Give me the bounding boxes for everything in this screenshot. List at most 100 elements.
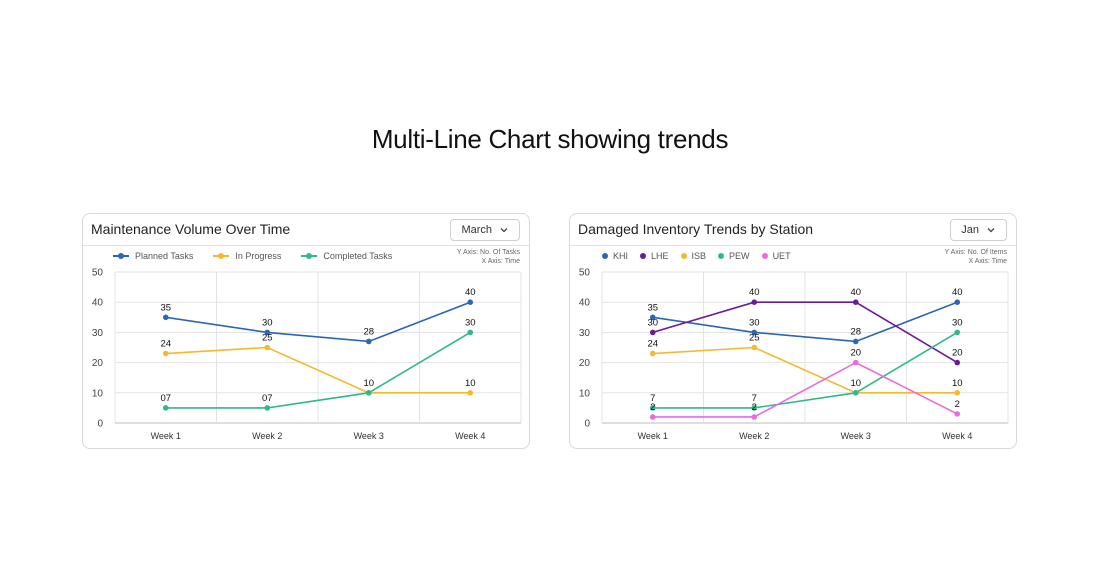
data-point bbox=[467, 299, 474, 305]
data-label: 40 bbox=[850, 287, 861, 298]
legend-item-in-progress: In Progress bbox=[213, 251, 281, 261]
y-tick-label: 40 bbox=[579, 298, 591, 309]
data-label: 30 bbox=[647, 317, 658, 328]
month-dropdown[interactable]: March bbox=[450, 219, 520, 241]
x-tick-label: Week 3 bbox=[841, 431, 871, 441]
y-tick-label: 50 bbox=[579, 268, 591, 279]
series-line bbox=[165, 301, 471, 343]
data-label: 07 bbox=[262, 393, 273, 404]
legend-label: In Progress bbox=[235, 251, 282, 261]
series-line bbox=[652, 331, 958, 409]
series-line bbox=[165, 346, 471, 394]
legend-swatch bbox=[213, 252, 230, 260]
x-tick-label: Week 1 bbox=[638, 431, 668, 441]
data-label: 10 bbox=[363, 378, 374, 389]
x-tick-label: Week 4 bbox=[942, 431, 972, 441]
data-label: 28 bbox=[363, 326, 374, 337]
data-label: 35 bbox=[160, 302, 171, 313]
data-label: 20 bbox=[952, 348, 963, 359]
data-label: 30 bbox=[262, 317, 273, 328]
data-point bbox=[852, 299, 859, 305]
y-tick-label: 30 bbox=[579, 328, 591, 339]
y-tick-label: 20 bbox=[92, 358, 104, 369]
data-label: 10 bbox=[850, 378, 861, 389]
dropdown-value: Jan bbox=[961, 224, 979, 236]
data-point bbox=[264, 344, 271, 351]
month-dropdown[interactable]: Jan bbox=[950, 219, 1007, 241]
page-title: Multi-Line Chart showing trends bbox=[371, 124, 729, 154]
data-point bbox=[954, 390, 961, 396]
data-label: 24 bbox=[647, 339, 658, 350]
y-axis-note: Y Axis: No. Of Tasks bbox=[456, 249, 520, 256]
x-tick-label: Week 2 bbox=[252, 431, 282, 441]
data-point bbox=[162, 405, 169, 411]
data-label: 2 bbox=[650, 402, 655, 413]
data-point bbox=[649, 414, 656, 420]
data-label: 40 bbox=[749, 287, 760, 298]
data-point bbox=[852, 338, 859, 345]
line-chart-plot: 0 10 20 30 40 50 Week 1 Week 2 Week 3 Week 4 35 30 2… bbox=[92, 268, 522, 441]
data-point bbox=[649, 314, 656, 321]
chart-legend: KHI LHE ISB PEW UET bbox=[602, 251, 803, 261]
legend-label: PEW bbox=[729, 251, 750, 261]
data-point bbox=[264, 405, 271, 411]
x-tick-label: Week 2 bbox=[739, 431, 769, 441]
y-tick-label: 0 bbox=[97, 419, 103, 430]
data-point bbox=[162, 314, 169, 321]
x-tick-label: Week 1 bbox=[151, 431, 181, 441]
legend-item-pew: PEW bbox=[718, 251, 750, 261]
data-label: 35 bbox=[647, 302, 658, 313]
data-point bbox=[852, 359, 859, 366]
legend-item-completed: Completed Tasks bbox=[301, 251, 392, 261]
data-point bbox=[751, 299, 758, 305]
axis-note: Y Axis: No. Of Items X Axis: Time bbox=[944, 248, 1007, 266]
data-point bbox=[954, 329, 961, 336]
data-point bbox=[751, 329, 758, 336]
data-point bbox=[954, 411, 961, 417]
data-label: 25 bbox=[262, 333, 273, 344]
data-label: 25 bbox=[749, 333, 760, 344]
data-point bbox=[467, 390, 474, 396]
data-point bbox=[365, 390, 372, 396]
data-label: 30 bbox=[465, 317, 476, 328]
data-point bbox=[751, 414, 758, 420]
legend-swatch bbox=[113, 252, 129, 260]
data-point bbox=[264, 329, 271, 336]
data-point bbox=[954, 299, 961, 305]
legend-label: LHE bbox=[651, 251, 669, 261]
card-header: Maintenance Volume Over Time March bbox=[83, 214, 529, 246]
data-label: 24 bbox=[160, 339, 171, 350]
data-label: 20 bbox=[850, 348, 861, 359]
x-tick-label: Week 4 bbox=[455, 431, 485, 441]
legend-label: UET bbox=[772, 251, 791, 261]
data-label: 2 bbox=[752, 402, 757, 413]
data-label: 10 bbox=[952, 378, 963, 389]
data-label: 40 bbox=[952, 287, 963, 298]
card-header: Damaged Inventory Trends by Station Jan bbox=[570, 214, 1016, 246]
data-label: 2 bbox=[955, 399, 960, 410]
legend-dot bbox=[680, 253, 687, 259]
inventory-chart-card: Damaged Inventory Trends by Station Jan … bbox=[569, 213, 1017, 449]
y-tick-label: 40 bbox=[92, 298, 104, 309]
data-point bbox=[649, 329, 656, 336]
series-line bbox=[652, 301, 958, 364]
legend-dot bbox=[640, 253, 647, 259]
maintenance-chart-card: Maintenance Volume Over Time March Plann… bbox=[82, 213, 530, 449]
data-label: 10 bbox=[465, 378, 476, 389]
legend-item-uet: UET bbox=[761, 251, 791, 261]
series-line bbox=[652, 346, 958, 394]
y-tick-label: 30 bbox=[92, 328, 104, 339]
data-label: 30 bbox=[952, 317, 963, 328]
y-axis-note: Y Axis: No. Of Items bbox=[944, 249, 1007, 256]
chart-legend: Planned Tasks In Progress Completed Task… bbox=[113, 251, 412, 261]
legend-dot bbox=[761, 253, 768, 259]
legend-dot bbox=[602, 253, 608, 259]
data-label: 7 bbox=[752, 393, 757, 404]
data-point bbox=[954, 359, 961, 366]
data-label: 28 bbox=[850, 326, 861, 337]
y-tick-label: 10 bbox=[92, 388, 104, 399]
y-tick-label: 0 bbox=[584, 419, 590, 430]
legend-item-khi: KHI bbox=[602, 251, 628, 261]
y-tick-label: 20 bbox=[579, 358, 591, 369]
data-point bbox=[649, 405, 656, 411]
